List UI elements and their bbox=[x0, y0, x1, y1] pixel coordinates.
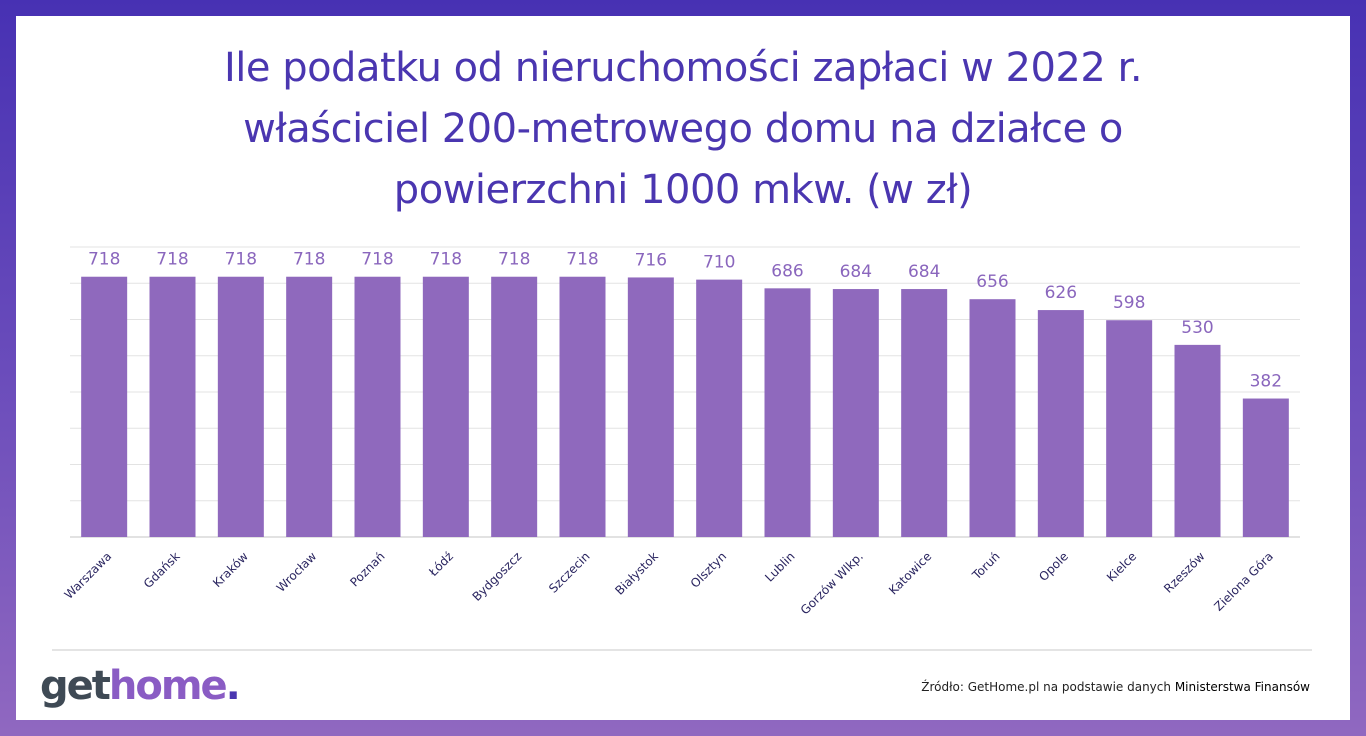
data-label: 718 bbox=[498, 250, 530, 270]
data-label: 382 bbox=[1250, 372, 1282, 392]
x-tick-label: Toruń bbox=[969, 549, 1003, 583]
x-tick-label: Łódź bbox=[426, 549, 456, 579]
source-note: Źródło: GetHome.pl na podstawie danych M… bbox=[921, 680, 1310, 694]
x-tick-label: Gorzów Wlkp. bbox=[798, 549, 866, 617]
data-label: 626 bbox=[1045, 283, 1077, 303]
x-tick-label: Olsztyn bbox=[688, 549, 730, 591]
bar bbox=[1106, 320, 1153, 537]
data-label: 718 bbox=[225, 250, 257, 270]
x-tick-label: Wrocław bbox=[274, 549, 320, 595]
title-line: powierzchni 1000 mkw. (w zł) bbox=[393, 167, 973, 213]
data-label: 716 bbox=[635, 250, 667, 270]
bar bbox=[354, 276, 401, 537]
bar bbox=[1037, 310, 1084, 537]
chart-title: Ile podatku od nieruchomości zapłaci w 2… bbox=[0, 38, 1366, 221]
data-label: 598 bbox=[1113, 293, 1145, 313]
bar bbox=[764, 288, 811, 537]
x-tick-label: Warszawa bbox=[62, 549, 115, 602]
x-tick-label: Szczecin bbox=[546, 549, 592, 595]
title-line: właściciel 200-metrowego domu na działce… bbox=[243, 106, 1123, 152]
bar bbox=[901, 289, 948, 537]
data-label: 684 bbox=[840, 262, 872, 282]
bar bbox=[969, 299, 1016, 537]
gethome-logo: gethome. bbox=[40, 663, 241, 709]
data-label: 718 bbox=[566, 250, 598, 270]
bar bbox=[81, 276, 128, 537]
bar bbox=[422, 276, 469, 537]
bar bbox=[1242, 398, 1289, 537]
x-tick-label: Kielce bbox=[1104, 549, 1139, 584]
x-tick-label: Opole bbox=[1036, 549, 1071, 584]
data-label: 718 bbox=[361, 250, 393, 270]
x-tick-label: Białystok bbox=[612, 549, 661, 598]
x-tick-label: Kraków bbox=[210, 549, 251, 590]
data-label: 710 bbox=[703, 253, 735, 273]
data-label: 718 bbox=[293, 250, 325, 270]
data-label: 718 bbox=[156, 250, 188, 270]
data-label: 718 bbox=[88, 250, 120, 270]
title-line: Ile podatku od nieruchomości zapłaci w 2… bbox=[223, 45, 1143, 91]
x-tick-label: Rzeszów bbox=[1161, 549, 1208, 596]
bar bbox=[217, 276, 264, 537]
x-tick-label: Bydgoszcz bbox=[470, 549, 525, 604]
data-label: 656 bbox=[976, 272, 1008, 292]
bar bbox=[696, 279, 743, 537]
x-tick-label: Katowice bbox=[886, 549, 934, 597]
bar bbox=[491, 276, 538, 537]
data-label: 718 bbox=[430, 250, 462, 270]
x-tick-label: Gdańsk bbox=[141, 549, 183, 591]
x-tick-label: Zielona Góra bbox=[1211, 549, 1276, 614]
bar bbox=[1174, 344, 1221, 537]
x-tick-label: Poznań bbox=[347, 549, 387, 589]
bar bbox=[286, 276, 333, 537]
data-label: 684 bbox=[908, 262, 940, 282]
x-tick-label: Lublin bbox=[762, 549, 797, 584]
data-label: 530 bbox=[1181, 318, 1213, 338]
bar bbox=[832, 289, 879, 537]
bar bbox=[627, 277, 674, 537]
bar bbox=[559, 276, 606, 537]
data-label: 686 bbox=[771, 261, 803, 281]
bar bbox=[149, 276, 196, 537]
